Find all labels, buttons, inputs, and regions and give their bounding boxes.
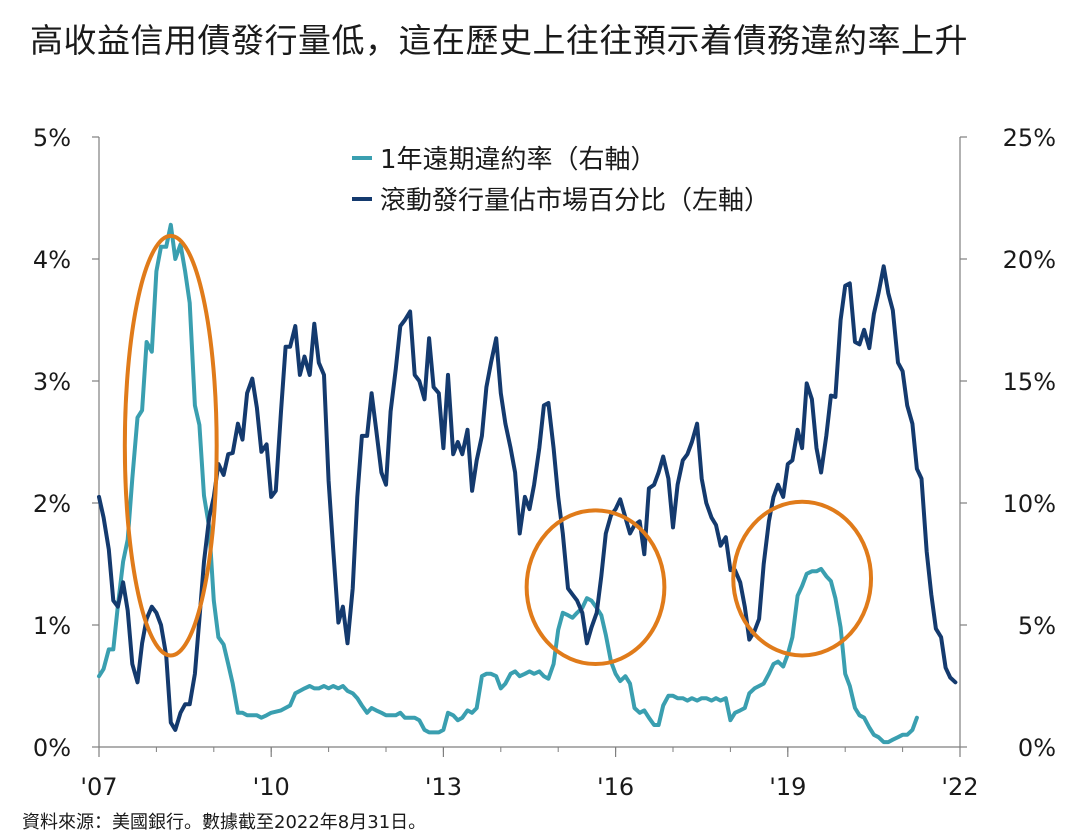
x-tick-label: '13	[425, 773, 462, 801]
x-tick-label: '22	[941, 773, 978, 801]
page-title: 高收益信用債發行量低，這在歷史上往往預示着債務違約率上升	[30, 21, 968, 60]
right-y-tick-label: 20%	[1003, 246, 1056, 274]
right-y-tick-label: 10%	[1003, 490, 1056, 518]
series-lines	[97, 222, 958, 745]
x-tick-label: '19	[769, 773, 806, 801]
right-y-tick-label: 15%	[1003, 368, 1056, 396]
highlight-ellipse	[524, 508, 667, 667]
right-y-tick-label: 0%	[1018, 734, 1056, 762]
x-tick-label: '16	[597, 773, 634, 801]
left-y-tick-label: 2%	[33, 490, 71, 518]
source-note: 資料來源：美國銀行。數據截至2022年8月31日。	[22, 812, 427, 833]
left-y-tick-label: 1%	[33, 612, 71, 640]
legend: 1年遠期違約率（右軸） 滾動發行量佔市場百分比（左軸）	[352, 145, 770, 216]
right-y-tick-label: 25%	[1003, 124, 1056, 152]
right-y-tick-label: 5%	[1018, 612, 1056, 640]
highlight-ellipse	[122, 233, 219, 658]
left-y-tick-label: 3%	[33, 368, 71, 396]
series-line-default-rate	[97, 222, 919, 745]
highlight-ellipse	[731, 499, 874, 658]
series-line-issuance	[97, 264, 958, 732]
legend-label: 1年遠期違約率（右軸）	[380, 145, 657, 175]
x-tick-label: '07	[80, 773, 117, 801]
left-y-tick-label: 4%	[33, 246, 71, 274]
axes: 0% 1% 2% 3% 4% 5% 0% 5% 10% 15% 20% 25% '07 '10 '13 '16…	[33, 124, 1056, 801]
legend-label: 滾動發行量佔市場百分比（左軸）	[380, 186, 770, 216]
left-y-tick-label: 0%	[33, 734, 71, 762]
x-tick-label: '10	[253, 773, 290, 801]
left-y-tick-label: 5%	[33, 124, 71, 152]
